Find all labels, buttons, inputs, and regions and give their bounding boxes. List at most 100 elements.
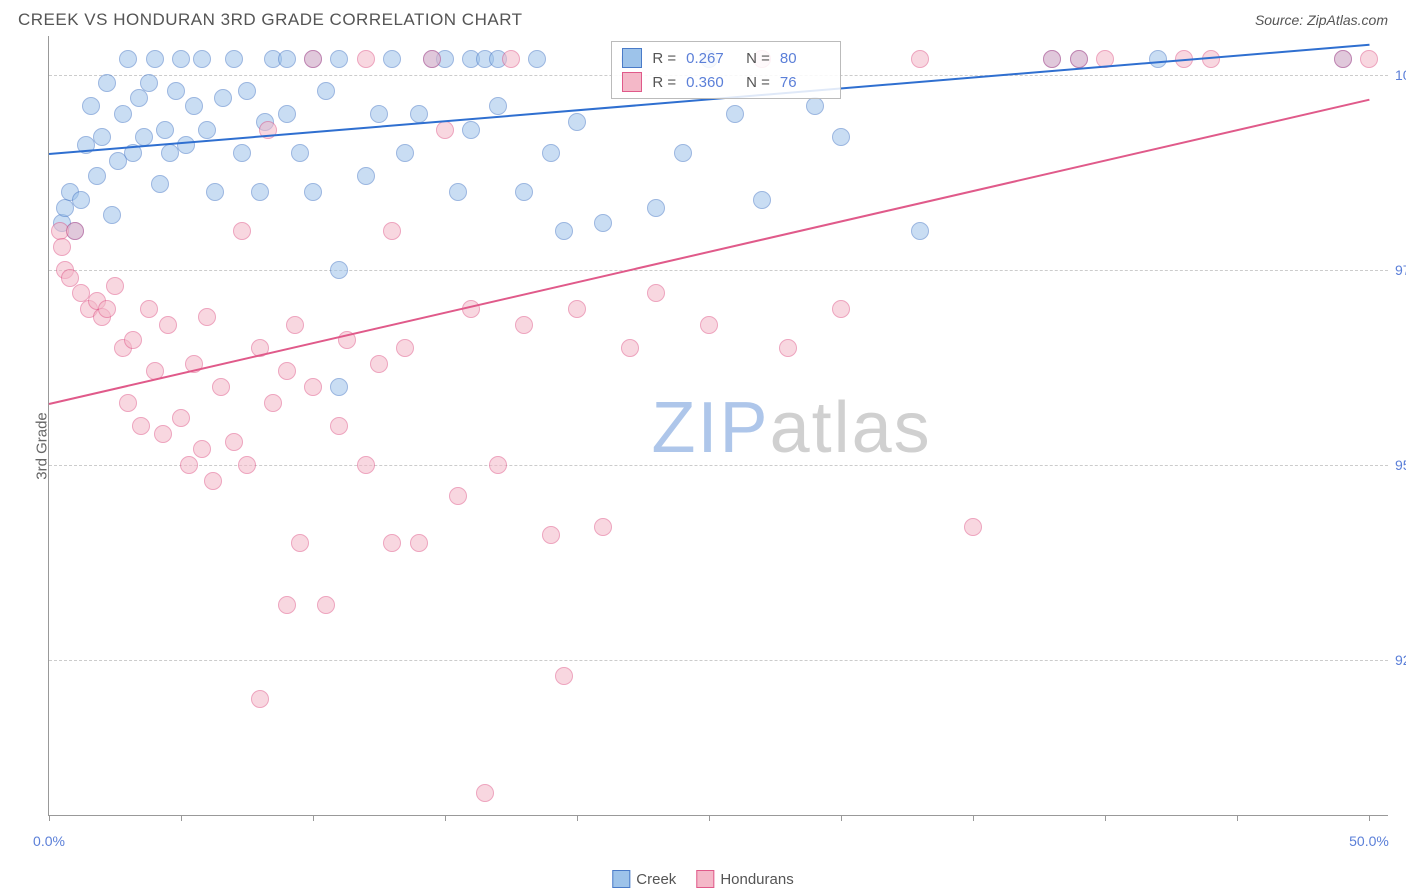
data-point	[159, 316, 177, 334]
legend-row: R =0.267N =80	[622, 46, 830, 70]
data-point	[212, 378, 230, 396]
x-tick-label: 0.0%	[33, 833, 65, 849]
data-point	[304, 183, 322, 201]
x-tick	[1237, 815, 1238, 821]
data-point	[204, 472, 222, 490]
chart-area: ZIPatlas 92.5%95.0%97.5%100.0%0.0%50.0%R…	[48, 36, 1388, 816]
x-tick	[577, 815, 578, 821]
n-value: 80	[780, 50, 830, 67]
data-point	[489, 97, 507, 115]
legend-swatch	[622, 48, 642, 68]
data-point	[357, 167, 375, 185]
data-point	[251, 183, 269, 201]
data-point	[304, 50, 322, 68]
data-point	[119, 50, 137, 68]
data-point	[214, 89, 232, 107]
data-point	[106, 277, 124, 295]
y-tick-label: 92.5%	[1395, 652, 1406, 668]
chart-title: CREEK VS HONDURAN 3RD GRADE CORRELATION …	[18, 10, 523, 30]
data-point	[330, 261, 348, 279]
data-point	[779, 339, 797, 357]
data-point	[140, 74, 158, 92]
data-point	[198, 121, 216, 139]
bottom-legend: CreekHondurans	[612, 870, 793, 888]
data-point	[132, 417, 150, 435]
watermark: ZIPatlas	[652, 387, 932, 469]
n-value: 76	[780, 74, 830, 91]
r-value: 0.267	[686, 50, 736, 67]
x-tick-label: 50.0%	[1349, 833, 1389, 849]
data-point	[911, 222, 929, 240]
watermark-zip: ZIP	[652, 388, 770, 468]
data-point	[502, 50, 520, 68]
data-point	[177, 136, 195, 154]
legend-swatch	[612, 870, 630, 888]
source-attribution: Source: ZipAtlas.com	[1255, 12, 1388, 28]
data-point	[251, 690, 269, 708]
data-point	[410, 534, 428, 552]
y-tick-label: 97.5%	[1395, 262, 1406, 278]
data-point	[151, 175, 169, 193]
data-point	[93, 128, 111, 146]
data-point	[410, 105, 428, 123]
data-point	[370, 355, 388, 373]
data-point	[700, 316, 718, 334]
data-point	[476, 784, 494, 802]
data-point	[726, 105, 744, 123]
data-point	[264, 394, 282, 412]
plot-region: ZIPatlas 92.5%95.0%97.5%100.0%0.0%50.0%R…	[49, 36, 1388, 815]
data-point	[594, 518, 612, 536]
data-point	[383, 222, 401, 240]
data-point	[103, 206, 121, 224]
legend-swatch	[696, 870, 714, 888]
data-point	[357, 50, 375, 68]
data-point	[154, 425, 172, 443]
data-point	[568, 113, 586, 131]
data-point	[291, 144, 309, 162]
x-tick	[973, 815, 974, 821]
data-point	[124, 331, 142, 349]
data-point	[114, 105, 132, 123]
data-point	[72, 191, 90, 209]
x-tick	[1105, 815, 1106, 821]
data-point	[185, 97, 203, 115]
data-point	[146, 50, 164, 68]
data-point	[330, 378, 348, 396]
r-label: R =	[652, 74, 676, 91]
data-point	[753, 191, 771, 209]
correlation-legend: R =0.267N =80R =0.360N =76	[611, 41, 841, 99]
data-point	[317, 82, 335, 100]
data-point	[568, 300, 586, 318]
data-point	[193, 50, 211, 68]
data-point	[98, 300, 116, 318]
data-point	[515, 183, 533, 201]
data-point	[515, 316, 533, 334]
gridline	[49, 660, 1388, 661]
data-point	[396, 144, 414, 162]
data-point	[119, 394, 137, 412]
data-point	[82, 97, 100, 115]
data-point	[193, 440, 211, 458]
data-point	[330, 50, 348, 68]
data-point	[172, 409, 190, 427]
data-point	[225, 433, 243, 451]
data-point	[555, 222, 573, 240]
data-point	[1149, 50, 1167, 68]
data-point	[206, 183, 224, 201]
data-point	[964, 518, 982, 536]
data-point	[449, 183, 467, 201]
data-point	[594, 214, 612, 232]
data-point	[233, 222, 251, 240]
data-point	[542, 526, 560, 544]
r-value: 0.360	[686, 74, 736, 91]
data-point	[88, 167, 106, 185]
y-tick-label: 95.0%	[1395, 457, 1406, 473]
data-point	[330, 417, 348, 435]
data-point	[542, 144, 560, 162]
data-point	[304, 378, 322, 396]
data-point	[449, 487, 467, 505]
n-label: N =	[746, 50, 770, 67]
chart-header: CREEK VS HONDURAN 3RD GRADE CORRELATION …	[0, 0, 1406, 36]
data-point	[462, 121, 480, 139]
x-tick	[841, 815, 842, 821]
